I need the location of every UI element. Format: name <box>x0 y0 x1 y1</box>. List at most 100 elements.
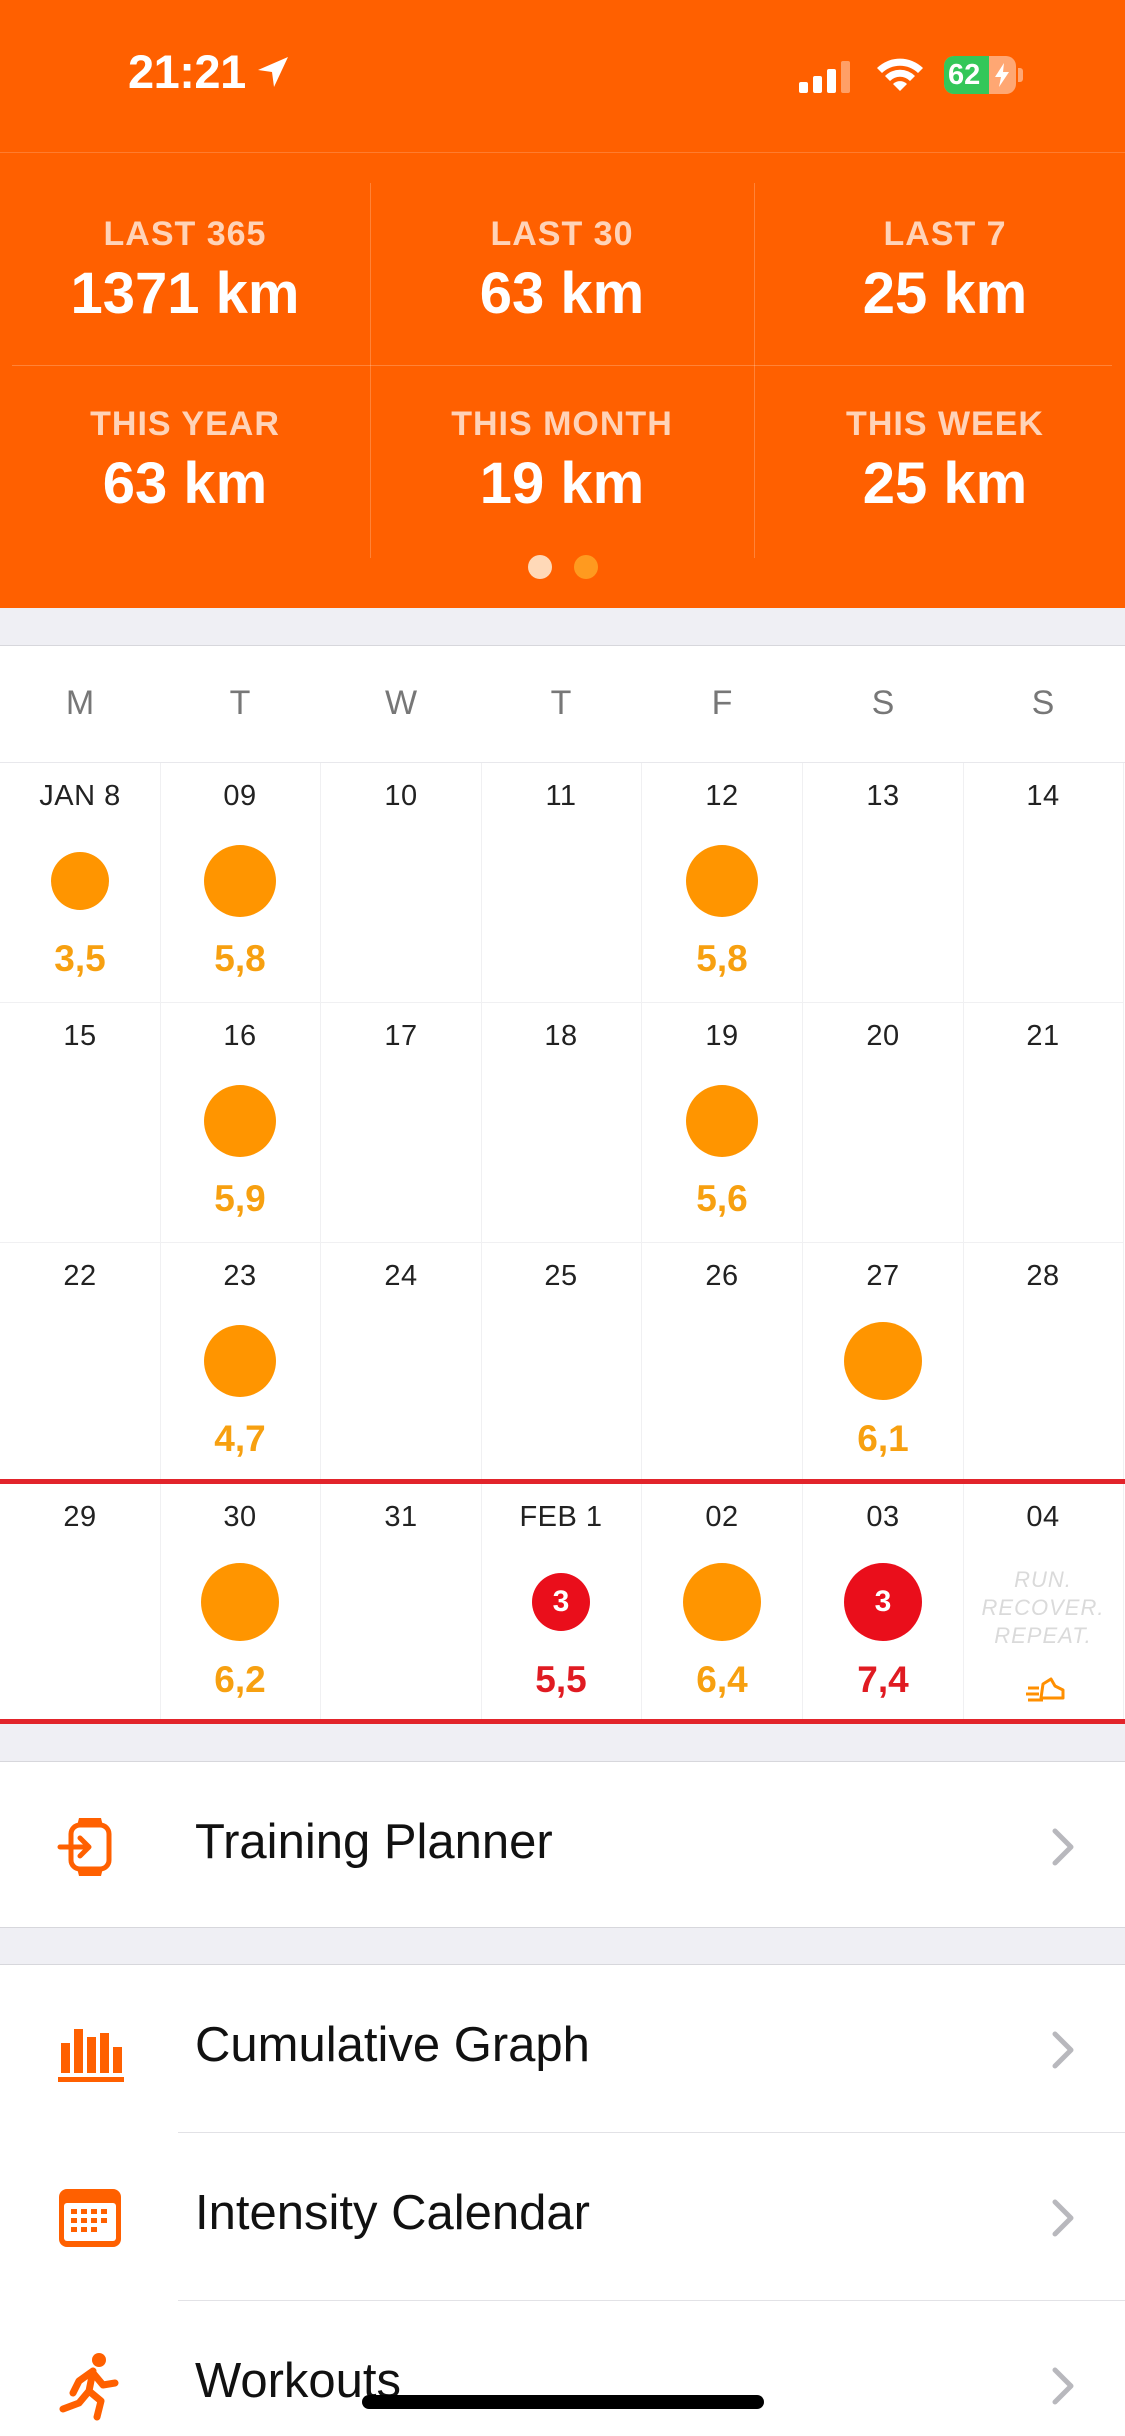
day-number: 18 <box>544 1020 578 1052</box>
motto-line: RECOVER. <box>981 1595 1105 1620</box>
calendar-day[interactable]: 28 <box>963 1243 1124 1483</box>
run-distance: 3,5 <box>54 938 106 979</box>
calendar-day[interactable]: 26 <box>642 1243 803 1483</box>
workouts-row[interactable]: Workouts <box>0 2301 1125 2436</box>
day-number: 21 <box>1026 1020 1060 1052</box>
location-arrow-icon <box>258 57 288 87</box>
day-number: 22 <box>63 1260 97 1292</box>
calendar-day[interactable]: 10 <box>321 763 482 1003</box>
calendar-day[interactable]: 22 <box>0 1243 161 1483</box>
home-indicator[interactable] <box>362 2395 764 2409</box>
calendar-day[interactable]: 12 5,8 <box>642 763 803 1003</box>
planner-group: Training Planner <box>0 1761 1125 1928</box>
stat-value: 63 km <box>102 451 268 516</box>
day-number: 10 <box>384 780 418 812</box>
calendar-day[interactable]: 31 <box>321 1484 482 1724</box>
day-number: 31 <box>384 1501 418 1533</box>
watch-sync-icon <box>57 1818 112 1876</box>
calendar-day[interactable]: 20 <box>803 1003 964 1243</box>
calendar-day[interactable]: 11 <box>481 763 642 1003</box>
day-number: 27 <box>866 1260 900 1292</box>
running-calendar: M T W T F S S JAN 8 3,5 09 5,8 10 11 12 5,8 13 14… <box>0 645 1125 1724</box>
calendar-day[interactable]: JAN 8 3,5 <box>0 763 161 1003</box>
stat-value: 25 km <box>862 261 1028 326</box>
chevron-right-icon <box>1052 2199 1074 2237</box>
calendar-week: 29 30 6,2 31 FEB 1 3 5,5 02 6,4 03 3 7,4 04 RUN. RECOV… <box>0 1484 1125 1724</box>
weekday-label: T <box>229 684 251 722</box>
day-number: 20 <box>866 1020 900 1052</box>
weekday-label: S <box>1031 684 1055 722</box>
day-number: 17 <box>384 1020 418 1052</box>
run-intensity-bubble <box>204 1085 276 1157</box>
stats-header: 21:21 62 <box>0 0 1125 608</box>
stat-value: 63 km <box>479 261 645 326</box>
day-number: 02 <box>705 1501 739 1533</box>
run-distance: 4,7 <box>214 1418 266 1459</box>
run-intensity-bubble <box>683 1563 761 1641</box>
stat-this-year: THIS YEAR 63 km <box>0 405 370 517</box>
run-intensity-bubble <box>204 845 276 917</box>
calendar-day[interactable]: 30 6,2 <box>160 1484 321 1724</box>
calendar-day[interactable]: 21 <box>963 1003 1124 1243</box>
day-number: 11 <box>545 780 577 812</box>
stat-last-7: LAST 7 25 km <box>760 215 1125 327</box>
calendar-day[interactable]: 04 RUN. RECOVER. REPEAT. <box>963 1484 1124 1724</box>
training-planner-row[interactable]: Training Planner <box>0 1762 1125 1930</box>
running-shoe-icon <box>1026 1677 1065 1702</box>
calendar-day[interactable]: 24 <box>321 1243 482 1483</box>
day-number: FEB 1 <box>519 1501 603 1533</box>
cumulative-graph-label: Cumulative Graph <box>195 2018 590 2072</box>
stat-value: 25 km <box>862 451 1028 516</box>
stat-label: LAST 365 <box>103 215 267 253</box>
motto-line: REPEAT. <box>994 1623 1092 1648</box>
charging-bolt-icon <box>995 63 1009 87</box>
chevron-right-icon <box>1052 2367 1074 2405</box>
calendar-day[interactable]: 15 <box>0 1003 161 1243</box>
calendar-week: 22 23 4,7 24 25 26 27 6,1 28 <box>0 1243 1125 1483</box>
run-distance: 6,2 <box>214 1659 266 1700</box>
calendar-day[interactable]: 17 <box>321 1003 482 1243</box>
run-intensity-bubble <box>51 852 109 910</box>
day-number: 24 <box>384 1260 418 1292</box>
run-distance: 5,6 <box>696 1178 748 1219</box>
day-number: 03 <box>866 1501 900 1533</box>
battery-fill <box>944 56 989 94</box>
calendar-day[interactable]: 23 4,7 <box>160 1243 321 1483</box>
run-distance: 5,8 <box>214 938 266 979</box>
motto-watermark: RUN. RECOVER. REPEAT. <box>963 1566 1123 1650</box>
day-number: 30 <box>223 1501 257 1533</box>
stat-label: THIS MONTH <box>451 405 673 443</box>
calendar-day[interactable]: 19 5,6 <box>642 1003 803 1243</box>
alert-badge: 3 <box>532 1573 590 1631</box>
stat-this-week: THIS WEEK 25 km <box>760 405 1125 517</box>
stat-last-30: LAST 30 63 km <box>377 215 747 327</box>
calendar-day[interactable]: 02 6,4 <box>642 1484 803 1724</box>
stats-grid[interactable]: LAST 365 1371 km LAST 30 63 km LAST 7 25… <box>0 153 1125 558</box>
calendar-day[interactable]: 16 5,9 <box>160 1003 321 1243</box>
calendar-day[interactable]: 14 <box>963 763 1124 1003</box>
run-distance: 5,9 <box>214 1178 266 1219</box>
page-indicator[interactable] <box>0 555 1125 584</box>
wifi-icon <box>877 58 923 91</box>
calendar-day[interactable]: 25 <box>481 1243 642 1483</box>
calendar-day[interactable]: 18 <box>481 1003 642 1243</box>
stat-value: 1371 km <box>70 261 300 326</box>
stat-label: LAST 30 <box>490 215 634 253</box>
weekday-label: T <box>550 684 572 722</box>
calendar-day[interactable]: FEB 1 3 5,5 <box>481 1484 642 1724</box>
calendar-day[interactable]: 27 6,1 <box>803 1243 964 1483</box>
intensity-calendar-row[interactable]: Intensity Calendar <box>0 2133 1125 2301</box>
page-dot-2[interactable] <box>573 555 598 579</box>
run-distance: 6,1 <box>857 1418 909 1459</box>
page-dot-1[interactable] <box>527 555 552 579</box>
run-intensity-bubble <box>204 1325 276 1397</box>
calendar-day[interactable]: 03 3 7,4 <box>803 1484 964 1724</box>
cumulative-graph-row[interactable]: Cumulative Graph <box>0 1965 1125 2133</box>
day-number: 25 <box>544 1260 578 1292</box>
run-intensity-bubble <box>686 1085 758 1157</box>
calendar-day[interactable]: 13 <box>803 763 964 1003</box>
chevron-right-icon <box>1052 1828 1074 1866</box>
day-number: 23 <box>223 1260 257 1292</box>
calendar-day[interactable]: 09 5,8 <box>160 763 321 1003</box>
runner-icon <box>59 2353 119 2421</box>
